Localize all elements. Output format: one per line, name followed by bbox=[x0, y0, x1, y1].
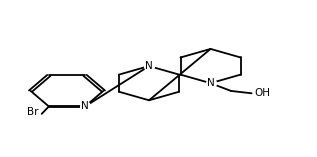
Text: OH: OH bbox=[255, 88, 271, 98]
Text: N: N bbox=[145, 61, 153, 71]
Text: N: N bbox=[81, 101, 89, 111]
Text: N: N bbox=[207, 78, 215, 88]
Text: Br: Br bbox=[27, 107, 39, 117]
